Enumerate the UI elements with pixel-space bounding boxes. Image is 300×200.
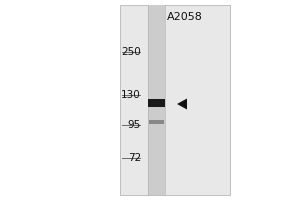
Text: 72: 72	[128, 153, 141, 163]
Bar	[148, 5, 165, 195]
Text: 250: 250	[121, 47, 141, 57]
Bar	[120, 5, 230, 195]
Bar	[149, 120, 164, 124]
Bar	[148, 99, 165, 107]
Polygon shape	[177, 98, 187, 110]
Text: 95: 95	[128, 120, 141, 130]
Text: A2058: A2058	[167, 12, 203, 22]
Text: 130: 130	[121, 90, 141, 100]
